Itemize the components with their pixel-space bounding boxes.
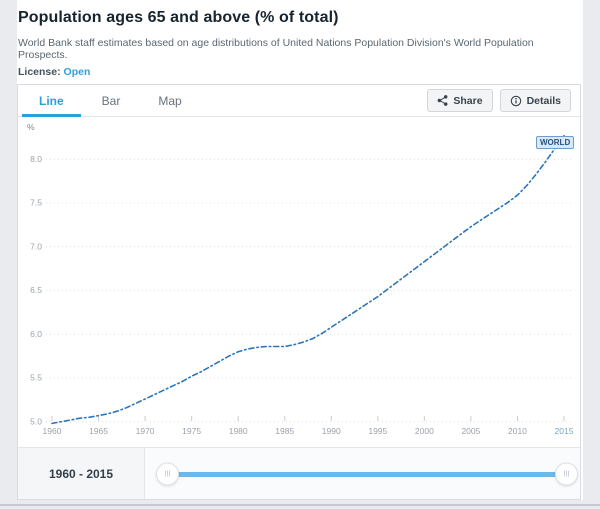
- y-axis-label: 8.0: [30, 154, 42, 164]
- chart-card: Line Bar Map Share: [17, 84, 581, 500]
- x-axis-label: 2000: [415, 426, 434, 436]
- y-axis-label: 5.0: [30, 416, 42, 426]
- license-link[interactable]: Open: [63, 66, 91, 78]
- grip-icon: [165, 470, 170, 477]
- page-subtitle: World Bank staff estimates based on age …: [18, 37, 534, 61]
- share-button-label: Share: [453, 94, 483, 107]
- y-axis-label: 6.0: [30, 329, 42, 339]
- tab-line[interactable]: Line: [22, 85, 81, 117]
- details-button-label: Details: [526, 94, 561, 107]
- y-axis-label: 7.0: [30, 241, 42, 251]
- share-icon: [438, 95, 448, 106]
- license-row: License: Open: [18, 66, 581, 78]
- data-line-world: [51, 134, 565, 425]
- line-chart: 5.0 5.5 6.0 6.5 7.0 7.5 8.0 1960 1965 1970 1975 198…: [30, 134, 574, 436]
- time-slider: [145, 448, 580, 499]
- tab-bar[interactable]: Bar: [101, 93, 121, 108]
- info-icon: [510, 95, 521, 106]
- x-axis-label: 1970: [136, 426, 155, 436]
- tab-actions: Share Details: [427, 85, 580, 116]
- page-content: Population ages 65 and above (% of total…: [17, 0, 583, 500]
- x-axis-label: 2015: [555, 426, 574, 436]
- x-axis-label: 1990: [322, 426, 341, 436]
- x-axis-label: 2005: [461, 426, 480, 436]
- x-axis-label: 1980: [229, 426, 248, 436]
- details-button[interactable]: Details: [499, 89, 571, 112]
- x-axis-label: 1985: [275, 426, 294, 436]
- y-axis-label: 5.5: [30, 373, 42, 383]
- slider-handle-end[interactable]: [555, 462, 578, 485]
- slider-track[interactable]: [168, 471, 566, 477]
- x-axis-label: 1960: [43, 426, 62, 436]
- license-label: License:: [18, 66, 61, 78]
- y-axis-label: 7.5: [30, 198, 42, 208]
- unit-label: %: [27, 122, 35, 132]
- tab-map[interactable]: Map: [158, 93, 182, 108]
- page-header: Population ages 65 and above (% of total…: [17, 0, 583, 78]
- window-bottom-edge: [0, 504, 600, 506]
- x-axis-label: 2010: [508, 426, 527, 436]
- x-axis-label: 1975: [182, 426, 201, 436]
- share-button[interactable]: Share: [427, 89, 493, 112]
- series-end-label: WORLD: [536, 136, 575, 149]
- y-axis-label: 6.5: [30, 285, 42, 295]
- tabs-nav: Line Bar Map Share: [18, 85, 580, 117]
- time-slider-bar: 1960 - 2015: [18, 447, 580, 499]
- range-label: 1960 - 2015: [18, 448, 145, 499]
- slider-handle-start[interactable]: [156, 462, 179, 485]
- x-axis-label: 1995: [368, 426, 387, 436]
- x-axis-label: 1965: [89, 426, 108, 436]
- page-title: Population ages 65 and above (% of total…: [18, 9, 339, 26]
- grip-icon: [564, 470, 569, 477]
- chart-area: % 5.0 5.5 6.0 6.5 7.0 7.5 8.0 1960 1965 1970 1975 1…: [18, 117, 580, 447]
